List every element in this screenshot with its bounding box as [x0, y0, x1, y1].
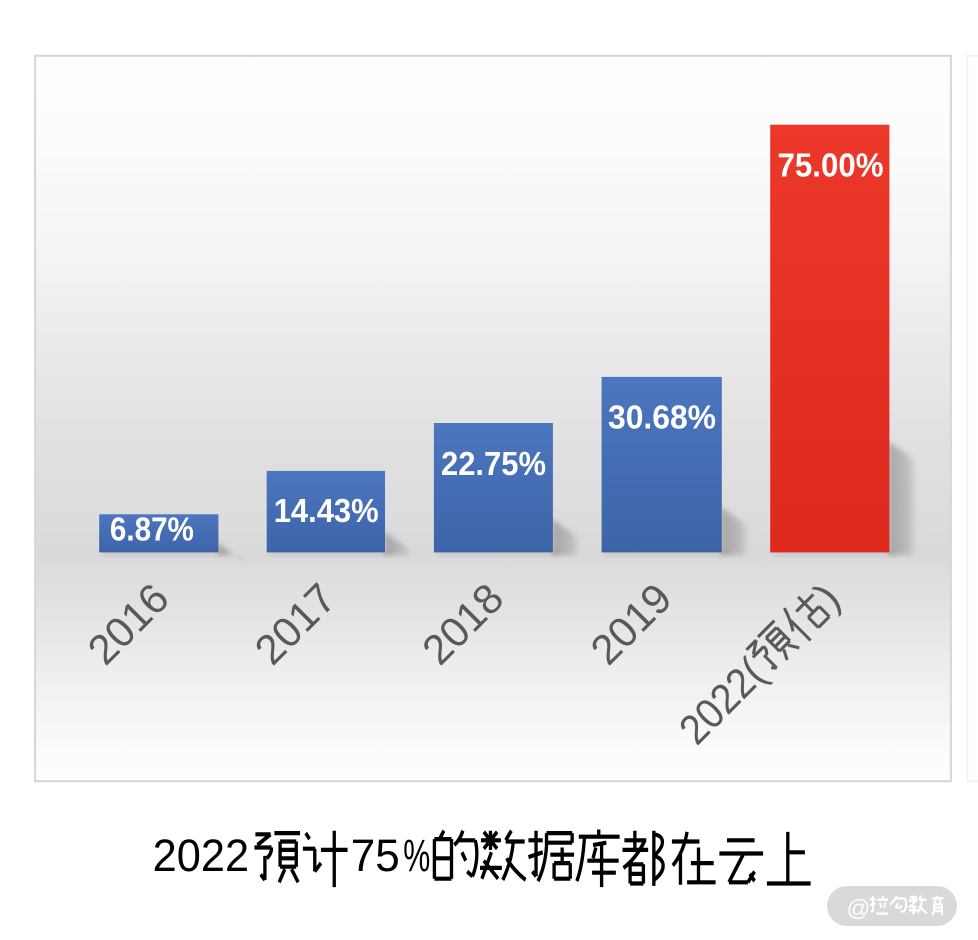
svg-text:14.43%: 14.43%: [274, 492, 379, 529]
svg-text:30.68%: 30.68%: [608, 399, 716, 436]
svg-text:6.87%: 6.87%: [110, 510, 194, 547]
svg-text:22.75%: 22.75%: [441, 445, 546, 482]
svg-text:75: 75: [351, 830, 400, 881]
svg-text:%: %: [403, 830, 430, 881]
svg-text:2022: 2022: [153, 830, 250, 881]
svg-text:@: @: [847, 895, 871, 921]
svg-text:75.00%: 75.00%: [778, 146, 884, 183]
